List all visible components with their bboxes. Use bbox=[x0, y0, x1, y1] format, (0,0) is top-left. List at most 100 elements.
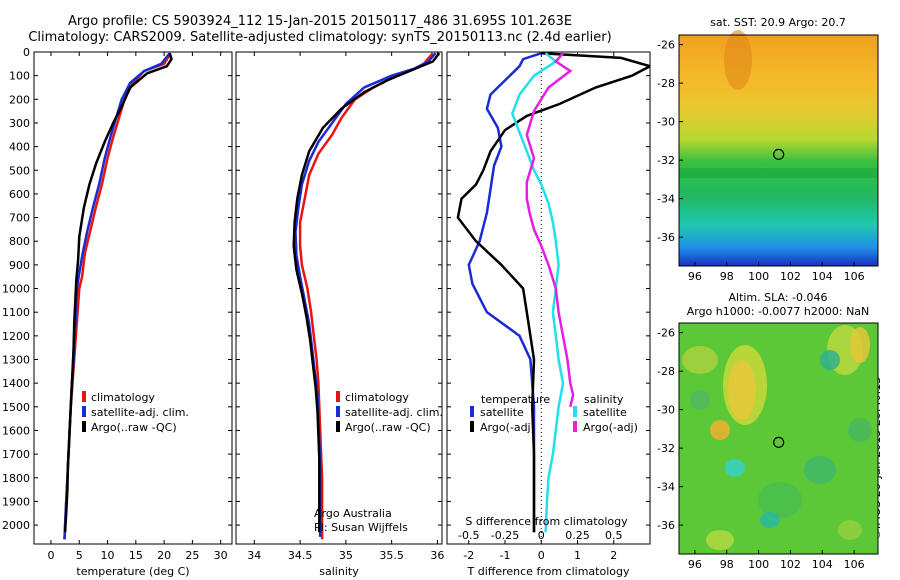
x-axis-label: T difference from climatology bbox=[467, 565, 630, 578]
map-y-tick-label: -28 bbox=[657, 365, 675, 378]
legend-temperature-title: temperature bbox=[481, 393, 550, 406]
legend-label: satellite-adj. clim. bbox=[91, 406, 189, 419]
top-tick-label: 0.25 bbox=[565, 529, 590, 542]
x-tick-label: 15 bbox=[129, 549, 143, 562]
x-tick-label: 0 bbox=[47, 549, 54, 562]
legend-swatch bbox=[470, 421, 474, 432]
argo-location-marker bbox=[773, 148, 785, 160]
y-tick-label: 2000 bbox=[2, 519, 30, 532]
map-x-tick-label: 104 bbox=[812, 270, 833, 283]
map-x-tick-label: 100 bbox=[748, 558, 769, 571]
sla-anomaly bbox=[804, 456, 836, 484]
plot-frame bbox=[446, 51, 651, 545]
y-tick-label: 1900 bbox=[2, 495, 30, 508]
map-y-tick-label: -30 bbox=[657, 116, 675, 129]
legend-label: Argo(-adj) bbox=[583, 421, 638, 434]
map-y-tick-label: -32 bbox=[657, 442, 675, 455]
x-tick-label: 5 bbox=[76, 549, 83, 562]
legend-swatch bbox=[573, 421, 577, 432]
legend-swatch bbox=[82, 391, 86, 402]
y-tick-label: 800 bbox=[9, 235, 30, 248]
annotation-line1: Argo Australia bbox=[314, 507, 392, 520]
y-tick-label: 0 bbox=[23, 46, 30, 59]
map-y-tick-label: -34 bbox=[657, 481, 675, 494]
x-tick-label: 20 bbox=[157, 549, 171, 562]
plot-frame bbox=[235, 51, 443, 545]
y-tick-label: 1500 bbox=[2, 401, 30, 414]
map-x-tick-label: 98 bbox=[720, 270, 734, 283]
sla-anomaly bbox=[850, 327, 870, 363]
x-axis-label: salinity bbox=[319, 565, 359, 578]
x-tick-label: -1 bbox=[500, 549, 511, 562]
warm-tongue bbox=[724, 30, 752, 90]
y-tick-label: 1400 bbox=[2, 377, 30, 390]
map-frame bbox=[678, 34, 879, 267]
legend-label: climatology bbox=[345, 391, 409, 404]
y-tick-label: 400 bbox=[9, 141, 30, 154]
y-tick-label: 900 bbox=[9, 259, 30, 272]
x-tick-label: 35 bbox=[339, 549, 353, 562]
sla-map-title-1: Altim. SLA: -0.046 bbox=[728, 291, 827, 304]
map-y-tick-label: -36 bbox=[657, 231, 675, 244]
map-y-tick-label: -28 bbox=[657, 77, 675, 90]
sla-anomaly bbox=[706, 530, 734, 550]
x-tick-label: 34.5 bbox=[288, 549, 313, 562]
legend-label: Argo(..raw -QC) bbox=[91, 421, 177, 434]
map-x-tick-label: 102 bbox=[780, 270, 801, 283]
y-tick-label: 200 bbox=[9, 93, 30, 106]
x-tick-label: 36 bbox=[430, 549, 444, 562]
legend-swatch bbox=[336, 391, 340, 402]
y-tick-label: 600 bbox=[9, 188, 30, 201]
legend-label: satellite-adj. clim. bbox=[345, 406, 443, 419]
series-group bbox=[456, 52, 650, 533]
sst-front bbox=[679, 168, 878, 178]
series-line-3 bbox=[63, 52, 173, 533]
legend-label: Argo(..raw -QC) bbox=[345, 421, 431, 434]
map-x-tick-label: 96 bbox=[688, 558, 702, 571]
x-tick-label: 34 bbox=[247, 549, 261, 562]
x-axis-label: temperature (deg C) bbox=[76, 565, 189, 578]
sla-anomaly bbox=[820, 350, 840, 370]
sla-anomaly bbox=[758, 482, 802, 518]
map-frame bbox=[678, 322, 879, 555]
sla-field bbox=[679, 323, 878, 554]
y-tick-label: 1000 bbox=[2, 283, 30, 296]
y-tick-label: 1700 bbox=[2, 448, 30, 461]
y-tick-label: 1800 bbox=[2, 472, 30, 485]
chart-panel-2: 34 34.5 35 35.5 36 salinity climatology satelli… bbox=[235, 51, 444, 578]
top-tick-label: 0.5 bbox=[605, 529, 623, 542]
chart-panel-1: 0 5 10 15 20 25 30 temperature (deg C) 0 100 200 30… bbox=[2, 46, 233, 578]
chart-panel-3: -2 -1 0 1 2 T difference from climatology -0.5… bbox=[446, 51, 651, 578]
legend-label: Argo(-adj) bbox=[480, 421, 535, 434]
sla-anomaly bbox=[838, 520, 862, 540]
plot-frame bbox=[33, 51, 233, 545]
legend-salinity-title: salinity bbox=[584, 393, 624, 406]
x-tick-label: 0 bbox=[538, 549, 545, 562]
x-tick-label: 25 bbox=[185, 549, 199, 562]
y-tick-label: 100 bbox=[9, 70, 30, 83]
legend-label: climatology bbox=[91, 391, 155, 404]
series-line-3 bbox=[510, 52, 565, 533]
series-line-3 bbox=[292, 52, 441, 533]
map-y-tick-label: -26 bbox=[657, 39, 675, 52]
legend-swatch bbox=[336, 406, 340, 417]
argo-location-marker bbox=[773, 436, 785, 448]
legend-swatch bbox=[336, 421, 340, 432]
y-tick-label: 500 bbox=[9, 164, 30, 177]
series-line-4 bbox=[525, 52, 575, 408]
map-y-tick-label: -34 bbox=[657, 193, 675, 206]
y-tick-label: 1200 bbox=[2, 330, 30, 343]
y-tick-label: 300 bbox=[9, 117, 30, 130]
figure-title-line1: Argo profile: CS 5903924_112 15-Jan-2015… bbox=[67, 14, 573, 29]
map-x-tick-label: 104 bbox=[812, 558, 833, 571]
map-x-tick-label: 106 bbox=[844, 558, 865, 571]
sla-anomaly bbox=[710, 420, 730, 440]
annotation-line2: PI: Susan Wijffels bbox=[314, 521, 408, 534]
sst-field bbox=[679, 35, 878, 266]
map-x-tick-label: 102 bbox=[780, 558, 801, 571]
legend-swatch bbox=[470, 406, 474, 417]
map-y-tick-label: -30 bbox=[657, 404, 675, 417]
figure-title-line2: Climatology: CARS2009. Satellite-adjuste… bbox=[28, 30, 612, 45]
y-tick-label: 700 bbox=[9, 212, 30, 225]
